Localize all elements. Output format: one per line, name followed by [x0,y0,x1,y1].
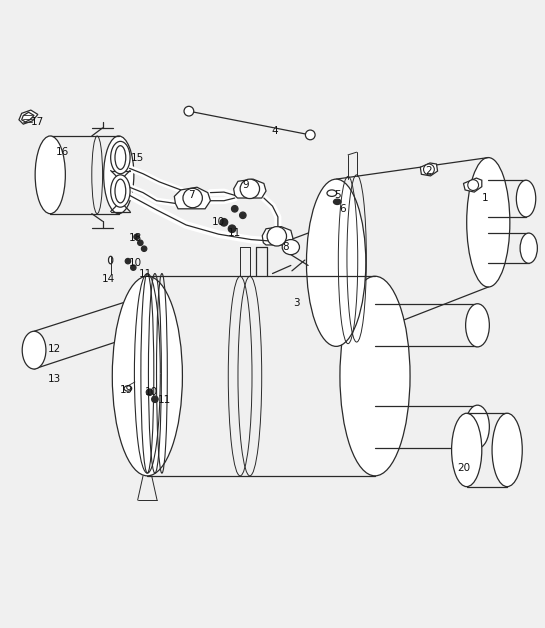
Ellipse shape [184,106,193,116]
Text: 5: 5 [334,190,341,200]
Ellipse shape [115,179,126,203]
Ellipse shape [108,256,113,264]
Text: 11: 11 [158,395,171,405]
Text: 17: 17 [31,117,45,127]
Polygon shape [22,112,34,122]
Text: 13: 13 [47,374,60,384]
Ellipse shape [125,259,131,264]
Ellipse shape [111,141,130,174]
Ellipse shape [267,227,287,246]
Ellipse shape [520,233,537,263]
Ellipse shape [467,158,510,287]
Text: 18: 18 [128,234,142,244]
Ellipse shape [146,389,153,396]
Text: 6: 6 [340,204,346,214]
Text: 11: 11 [228,228,241,238]
Text: 11: 11 [139,269,153,279]
Ellipse shape [240,179,259,198]
Ellipse shape [115,146,126,170]
Ellipse shape [138,240,143,246]
Ellipse shape [141,246,147,251]
Text: 1: 1 [482,193,489,203]
Ellipse shape [183,188,202,208]
Polygon shape [262,227,293,245]
Ellipse shape [516,180,536,217]
Ellipse shape [220,219,228,226]
Ellipse shape [306,179,366,347]
Ellipse shape [465,405,489,448]
Ellipse shape [468,180,479,190]
Text: 10: 10 [129,257,142,268]
Polygon shape [174,187,210,208]
Ellipse shape [240,212,246,219]
Text: 12: 12 [47,344,60,354]
Text: 9: 9 [242,180,249,190]
Ellipse shape [228,225,236,232]
Text: 10: 10 [144,387,158,398]
Ellipse shape [131,265,136,270]
Ellipse shape [104,136,134,214]
Polygon shape [19,110,38,124]
Text: 19: 19 [120,384,134,394]
Text: 4: 4 [272,126,278,136]
Ellipse shape [452,413,482,487]
Text: 14: 14 [101,274,114,284]
Text: 20: 20 [457,463,470,473]
Text: 8: 8 [283,242,289,252]
Ellipse shape [423,164,434,175]
Ellipse shape [35,136,65,214]
Ellipse shape [305,130,315,140]
Ellipse shape [334,199,341,205]
Ellipse shape [134,234,140,239]
Ellipse shape [340,276,410,476]
Ellipse shape [282,239,299,255]
Ellipse shape [492,413,522,487]
Polygon shape [234,179,266,198]
Text: 7: 7 [188,190,195,200]
Text: 10: 10 [212,217,225,227]
Text: 2: 2 [426,166,432,176]
Text: 3: 3 [293,298,300,308]
Ellipse shape [124,386,132,391]
Polygon shape [463,178,482,192]
Text: 15: 15 [131,153,144,163]
Ellipse shape [111,175,130,207]
Text: 16: 16 [56,147,69,157]
Polygon shape [420,163,438,176]
Ellipse shape [232,205,238,212]
Ellipse shape [465,304,489,347]
Ellipse shape [152,396,158,403]
Ellipse shape [22,331,46,369]
Ellipse shape [327,190,337,197]
Ellipse shape [112,276,183,476]
